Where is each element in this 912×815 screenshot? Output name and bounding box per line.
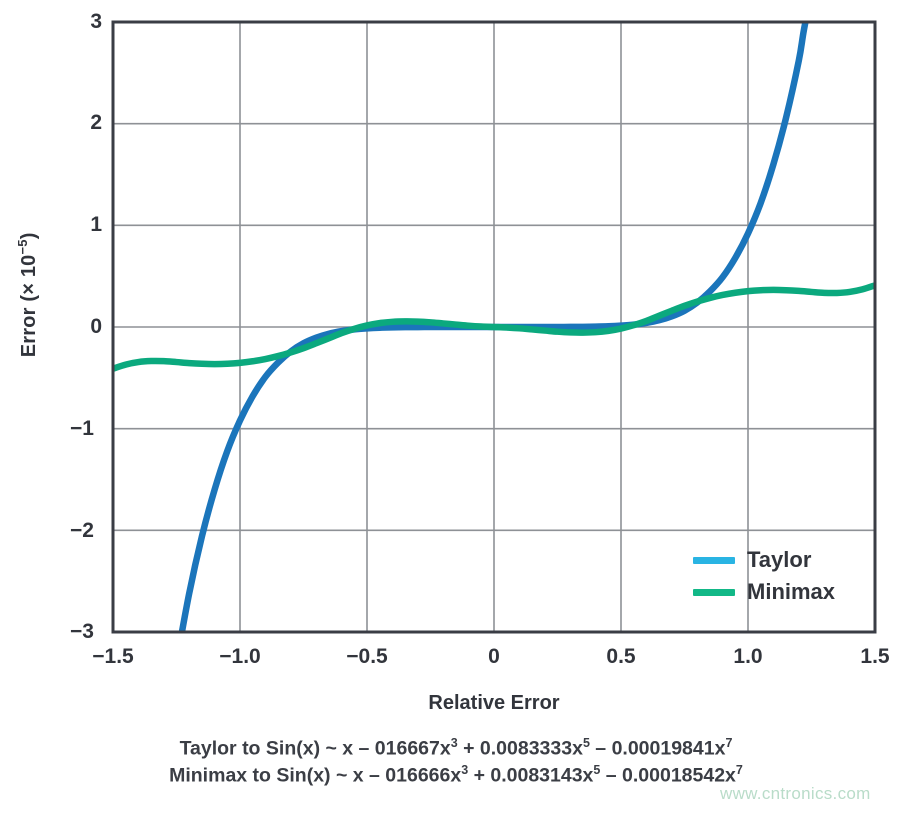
legend-swatch-taylor [693,556,735,564]
series-line-taylor [178,22,809,632]
caption-line-minimax: Minimax to Sin(x) ~ x – 016666x3 + 0.008… [0,762,912,789]
legend-swatch-minimax [693,588,735,596]
caption-exponent: 5 [593,762,601,777]
caption-line-taylor: Taylor to Sin(x) ~ x – 016667x3 + 0.0083… [0,735,912,762]
x-tick-label: 0.5 [606,645,636,668]
y-tick-label: 1 [90,213,102,236]
caption-text: Taylor to Sin(x) ~ x – 016667x [179,737,451,760]
legend-label-minimax: Minimax [747,579,836,604]
chart-caption: Taylor to Sin(x) ~ x – 016667x3 + 0.0083… [0,735,912,789]
y-tick-label: 2 [90,111,102,134]
watermark: www.cntronics.com [720,784,871,803]
caption-text: Minimax to Sin(x) ~ x – 016666x [169,764,462,787]
y-tick-label: 0 [90,315,102,338]
caption-exponent: 7 [735,762,743,777]
caption-exponent: 3 [461,762,469,777]
legend: Taylor Minimax [693,544,835,608]
caption-text: – 0.00018542x [600,764,736,787]
x-tick-label: −1.5 [92,645,134,668]
caption-exponent: 7 [725,736,733,750]
y-tick-label: −3 [70,620,94,643]
series-line-minimax [113,282,875,372]
data-curves [113,22,875,632]
y-tick-label: −2 [70,519,94,542]
x-tick-label: −0.5 [346,645,388,668]
legend-item-taylor: Taylor [693,544,835,576]
x-tick-label: −1.0 [219,645,261,668]
x-tick-label: 1.0 [733,645,763,668]
y-tick-label: −1 [70,417,94,440]
x-tick-label: 1.5 [860,645,890,668]
caption-text: + 0.0083333x [457,737,583,760]
caption-exponent: 3 [450,736,458,750]
caption-text: – 0.00019841x [589,737,726,760]
caption-text: + 0.0083143x [468,764,594,787]
legend-label-taylor: Taylor [747,547,812,572]
x-tick-label: 0 [488,645,500,668]
y-tick-label: 3 [90,10,102,33]
plot-border [111,20,877,634]
legend-item-minimax: Minimax [693,576,835,608]
caption-exponent: 5 [582,736,590,750]
x-axis-title: Relative Error [428,692,560,714]
